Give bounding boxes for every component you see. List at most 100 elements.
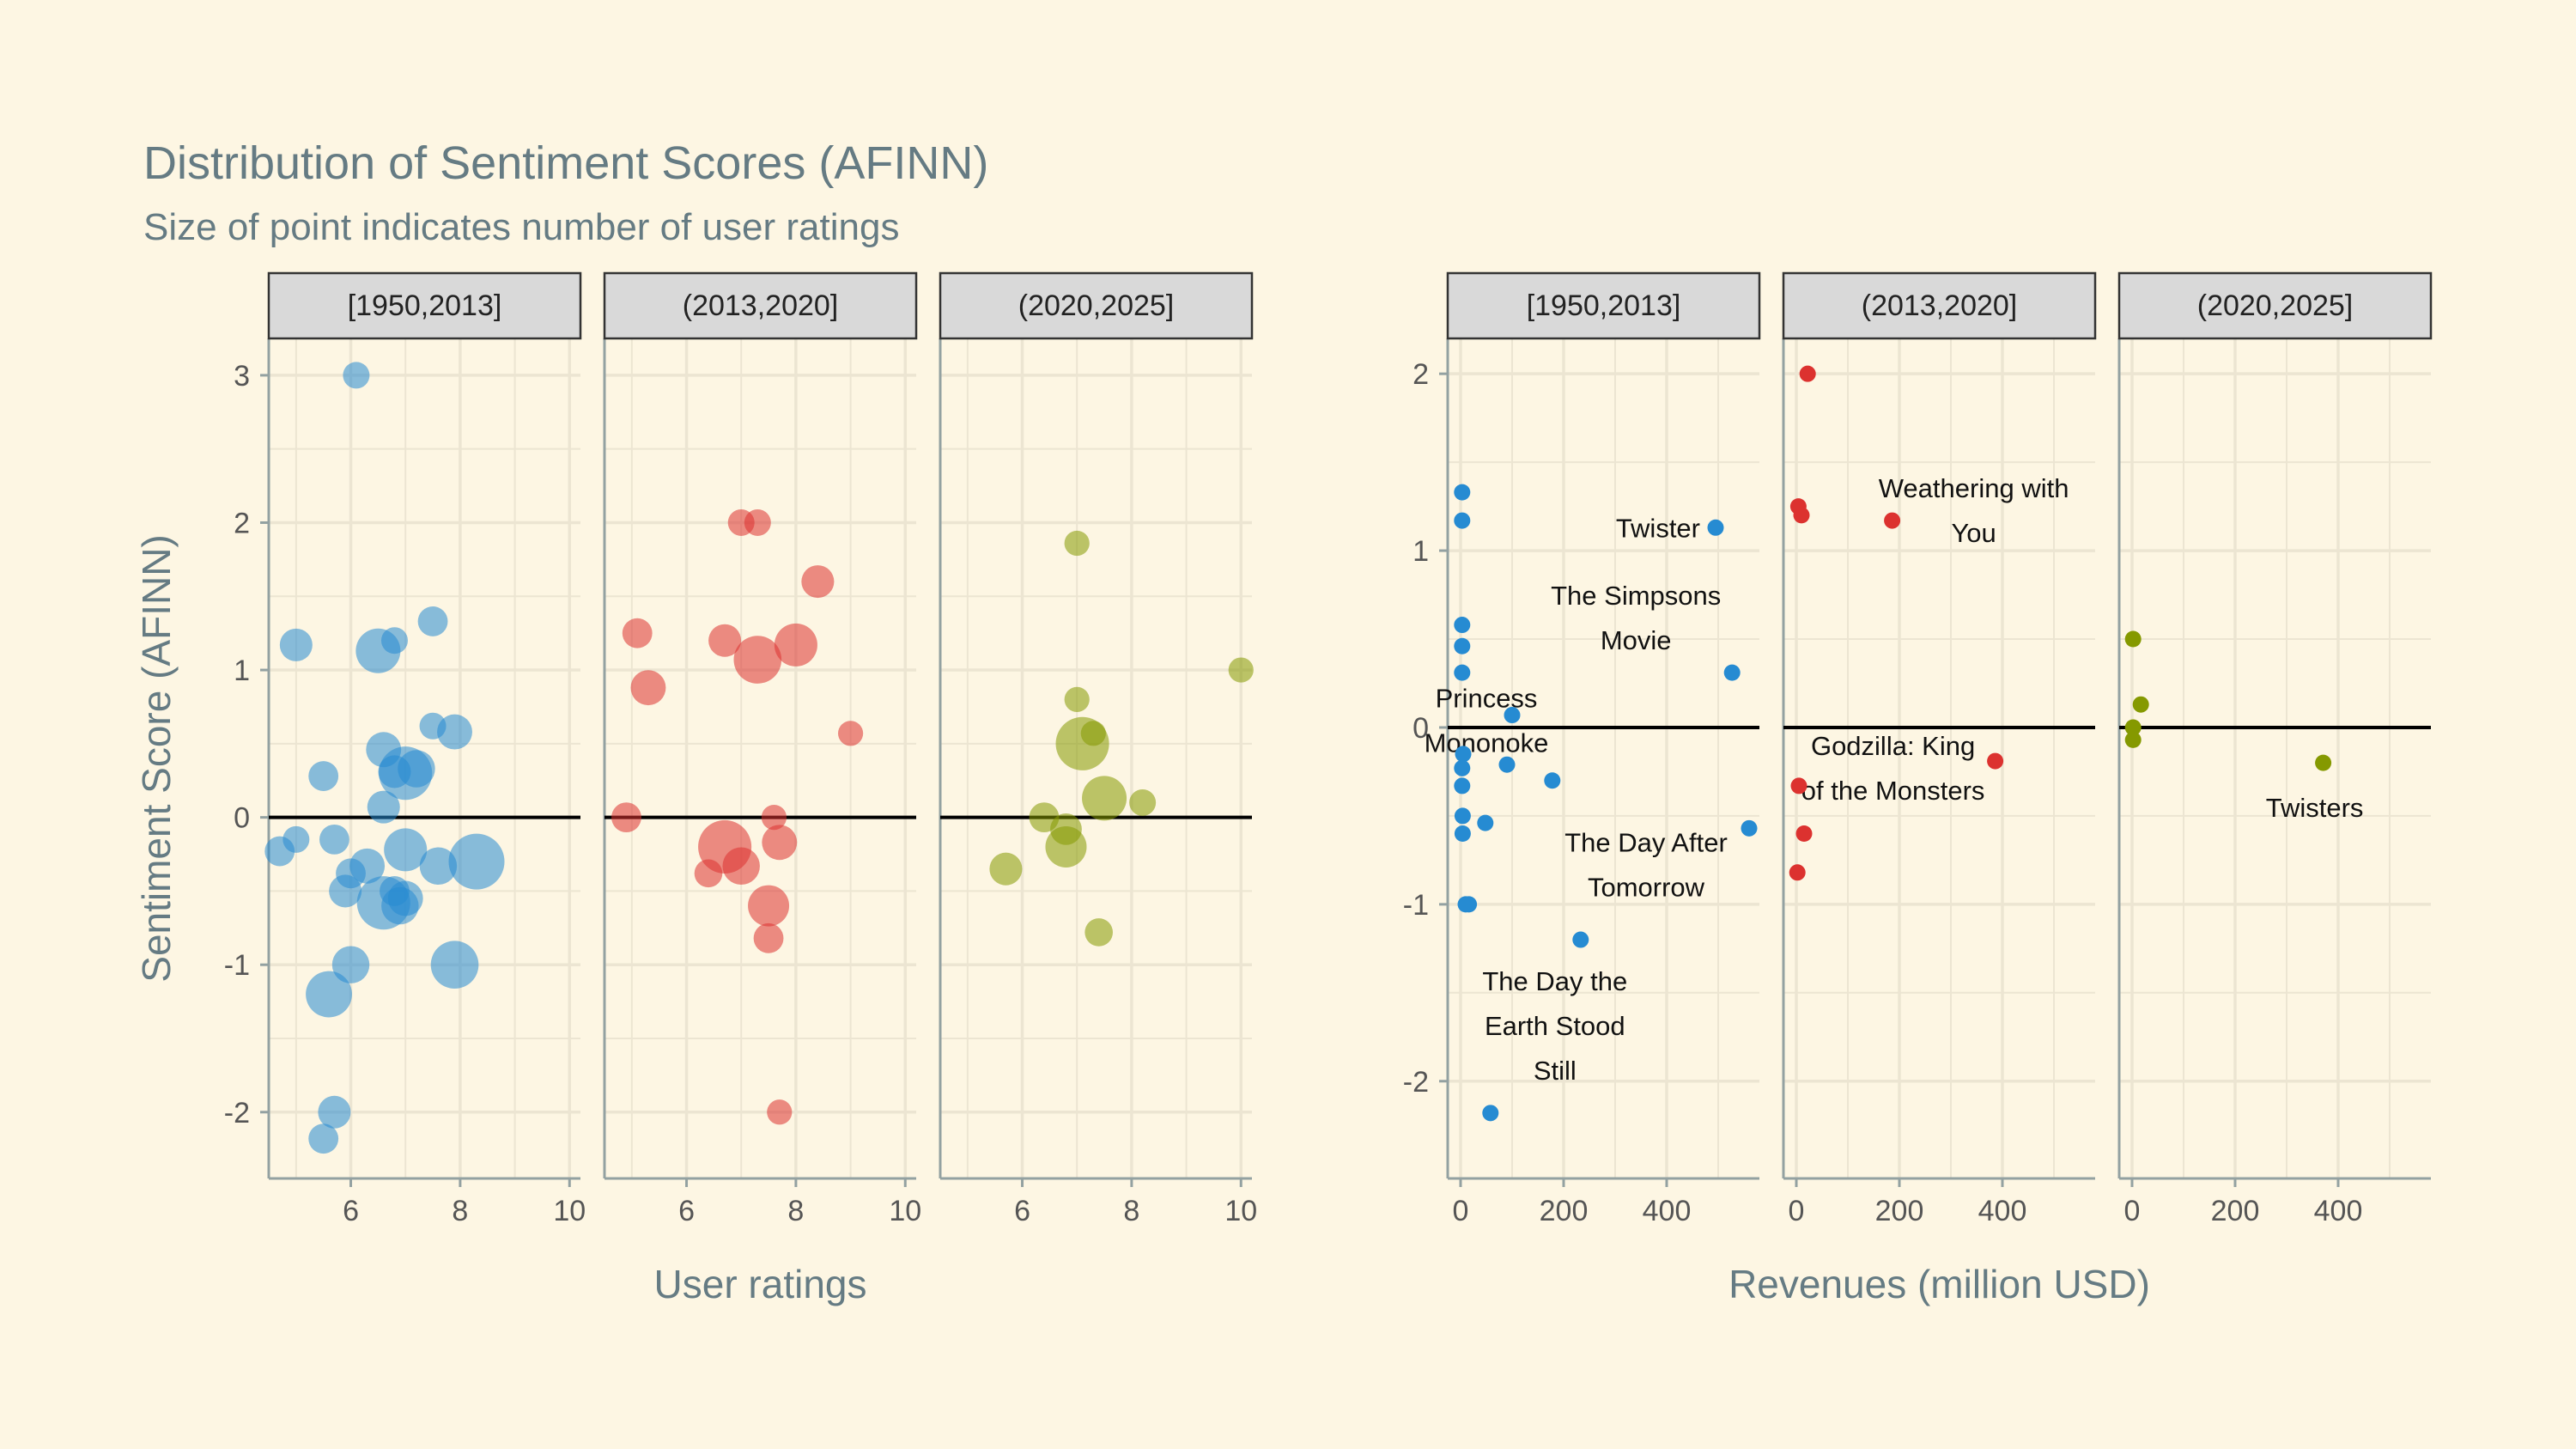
y-axis-title: Sentiment Score (AFINN) [134, 534, 179, 982]
data-point [1477, 814, 1494, 831]
data-point [1482, 1105, 1499, 1122]
chart-subtitle: Size of point indicates number of user r… [143, 206, 899, 248]
data-point [1064, 686, 1090, 712]
data-point [748, 885, 790, 927]
facet-strip-label: (2013,2020] [683, 289, 839, 322]
x-tick-label: 0 [1453, 1195, 1469, 1227]
data-point [2315, 754, 2332, 771]
y-tick-label: 2 [234, 507, 250, 539]
data-point [306, 971, 352, 1018]
x-tick-label: 200 [1875, 1195, 1924, 1227]
point-annotation: The Day After [1564, 827, 1728, 857]
y-tick-label: 1 [234, 654, 250, 687]
data-point [1454, 807, 1471, 825]
point-annotation: of the Monsters [1801, 776, 1985, 806]
data-point [1055, 716, 1109, 770]
data-point [1572, 931, 1589, 948]
data-point [733, 636, 782, 684]
data-point [989, 852, 1023, 886]
data-point [2132, 696, 2149, 713]
data-point [1789, 864, 1806, 881]
data-point [2124, 719, 2142, 736]
data-point [1504, 707, 1521, 724]
data-point [761, 805, 787, 831]
data-point [1454, 512, 1471, 529]
x-tick-label: 6 [1014, 1195, 1030, 1227]
data-point [1454, 617, 1471, 634]
data-point [1544, 772, 1561, 789]
y-tick-label: 1 [1413, 535, 1429, 568]
data-point [1741, 819, 1758, 837]
point-annotation: The Day the [1482, 966, 1627, 996]
data-point [1454, 637, 1471, 654]
point-annotation: Still [1534, 1056, 1577, 1086]
data-point [381, 886, 419, 925]
data-point [1455, 746, 1472, 763]
facet-strip [1782, 271, 2097, 340]
x-axis-title: Revenues (million USD) [1728, 1262, 2150, 1306]
data-point [801, 565, 835, 599]
data-point [331, 946, 370, 983]
x-tick-label: 8 [1123, 1195, 1139, 1227]
data-point [1129, 788, 1157, 816]
point-annotation: Weathering with [1879, 473, 2069, 503]
data-point [762, 825, 798, 861]
data-point [264, 836, 295, 867]
point-annotation: The Simpsons [1551, 581, 1721, 611]
data-point [319, 824, 349, 855]
point-annotation: Tomorrow [1588, 872, 1705, 902]
facet-strip-label: [1950,2013] [1527, 289, 1681, 322]
data-point [308, 1123, 339, 1154]
x-axis-title: User ratings [654, 1262, 867, 1306]
data-point [1461, 896, 1478, 913]
data-point [1082, 776, 1127, 821]
data-point [1799, 365, 1816, 382]
data-point [1064, 530, 1090, 557]
data-point [753, 922, 784, 953]
facet-strip [939, 271, 1254, 340]
data-point [448, 833, 505, 890]
data-point [419, 847, 458, 885]
y-tick-label: 2 [1413, 358, 1429, 391]
data-point [1707, 519, 1724, 536]
data-point [1454, 664, 1471, 681]
data-point [1454, 759, 1471, 776]
facet-strip [603, 271, 918, 340]
chart-title: Distribution of Sentiment Scores (AFINN) [143, 137, 988, 189]
point-annotation: Mononoke [1425, 728, 1549, 758]
data-point [279, 628, 313, 661]
facet-strip [2117, 271, 2433, 340]
x-tick-label: 0 [2124, 1195, 2141, 1227]
data-point [744, 508, 771, 536]
facet-strip-label: [1950,2013] [348, 289, 502, 322]
data-point [318, 1095, 351, 1129]
data-point [630, 670, 666, 706]
data-point [329, 874, 362, 908]
point-annotation: Earth Stood [1485, 1011, 1625, 1041]
x-tick-label: 10 [1224, 1195, 1257, 1227]
y-tick-label: -1 [1403, 889, 1429, 922]
data-point [1884, 512, 1901, 529]
point-annotation: Twisters [2266, 793, 2364, 823]
data-point [398, 750, 435, 788]
y-tick-label: 0 [234, 802, 250, 835]
x-tick-label: 10 [889, 1195, 921, 1227]
x-tick-label: 400 [1978, 1195, 2027, 1227]
data-point [1795, 825, 1813, 843]
data-point [1454, 777, 1471, 795]
data-point [767, 1099, 793, 1125]
point-annotation: Godzilla: King [1811, 731, 1975, 761]
data-point [437, 714, 472, 750]
data-point [417, 606, 448, 636]
data-point [380, 627, 408, 654]
data-point [837, 721, 864, 746]
data-point [1790, 777, 1807, 795]
x-tick-label: 10 [553, 1195, 586, 1227]
facet-strip [1446, 271, 1761, 340]
data-point [1454, 825, 1471, 843]
data-point [2124, 731, 2142, 748]
x-tick-label: 6 [343, 1195, 359, 1227]
data-point [1723, 664, 1741, 681]
